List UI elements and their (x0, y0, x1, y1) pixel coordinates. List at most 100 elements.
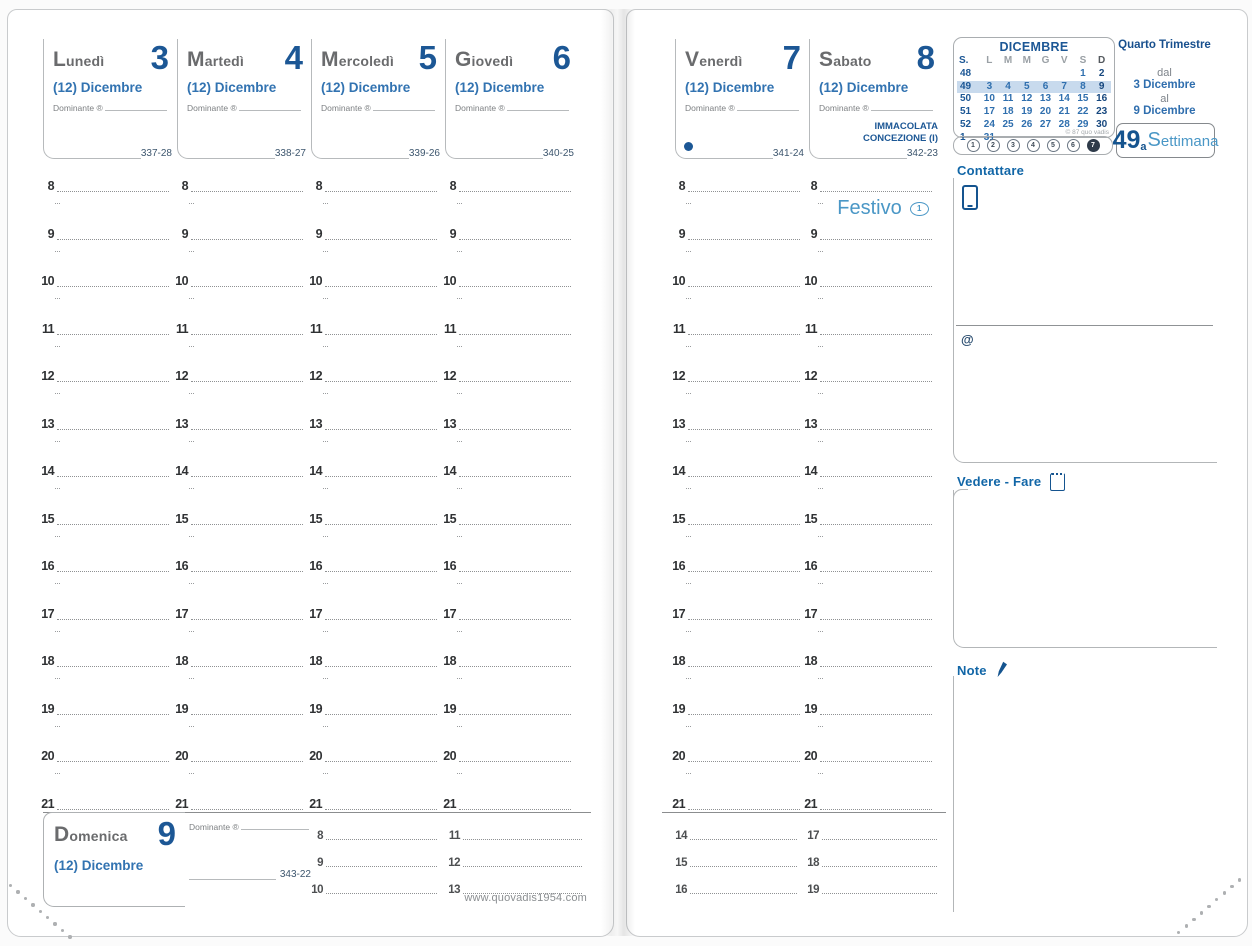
hour-slot: 17 (667, 606, 801, 654)
mini-calendar-grid: S. L M M G V S D 48 1 2 49 3 4 5 6 7 8 9 50 10 11 12 13 14 15 16 51… (957, 55, 1111, 145)
hour-row: 14 (36, 463, 170, 478)
todo-label-text: Vedere - Fare (957, 473, 1042, 489)
hour-row: 9 (36, 226, 170, 241)
mini-calendar-title: DICEMBRE (999, 40, 1069, 54)
perforation-dot (23, 896, 28, 901)
half-hour-tick (457, 535, 462, 537)
day-month: (12) Dicembre (819, 80, 909, 95)
hour-slot: 15 (438, 511, 572, 559)
hour-slot: 8 (799, 178, 933, 226)
dominante-label: Dominante ® (819, 103, 869, 113)
todo-section-label: Vedere - Fare (957, 472, 1066, 491)
week-number-box: 49 a Settimana (1113, 123, 1218, 158)
hour-row: 8 (170, 178, 304, 193)
hour-slot: 14 (799, 463, 933, 511)
hour-label: 20 (41, 749, 54, 763)
hour-slot: 14 (304, 463, 438, 511)
calendar-day-cell: 4 (998, 80, 1018, 94)
half-hour-tick (686, 250, 691, 252)
hour-writing-line (325, 179, 437, 192)
hour-writing-line (820, 749, 932, 762)
dominante-line (736, 100, 799, 111)
hour-writing-line (459, 369, 571, 382)
hour-slot: 18 (438, 653, 572, 701)
half-hour-tick (55, 487, 60, 489)
sunday-hour-row: 12 (440, 842, 584, 869)
hour-label: 9 (678, 226, 686, 241)
calendar-day-cell (999, 68, 1018, 81)
weekday-circle: 5 (1046, 139, 1060, 152)
hour-row: 12 (170, 368, 304, 383)
weekday-circle: 1 (966, 139, 980, 152)
perforation-dot (38, 909, 42, 913)
half-hour-tick (323, 535, 328, 537)
hour-slot: 15 (304, 511, 438, 559)
hour-writing-line (688, 654, 800, 667)
hour-writing-line (459, 607, 571, 620)
hour-label: 13 (443, 416, 456, 431)
hour-label: 12 (175, 369, 188, 383)
day-hour-column: 8 9 10 11 12 13 14 15 16 17 18 19 20 21 (170, 178, 304, 840)
dominante-line (240, 819, 309, 830)
hour-writing-line (459, 464, 571, 477)
copyright-text: © 87 quo vadis (1065, 129, 1109, 136)
half-hour-tick (189, 725, 194, 727)
hour-slot: 10 (667, 273, 801, 321)
hour-writing-line (459, 797, 571, 810)
hour-slot: 12 (304, 368, 438, 416)
pen-icon (996, 661, 1008, 681)
hour-row: 11 (170, 321, 304, 336)
hour-writing-line (820, 369, 932, 382)
hour-slot: 13 (667, 416, 801, 464)
hour-writing-line (459, 512, 571, 525)
sunday-hour-label: 17 (807, 830, 819, 842)
phone-icon (962, 185, 978, 210)
hour-label: 8 (449, 179, 457, 193)
half-hour-tick (189, 392, 194, 394)
right-page: Venerdì 7 (12) Dicembre Dominante ® 341-24 Sa… (626, 9, 1248, 937)
hour-slot: 20 (438, 748, 572, 796)
half-hour-tick (189, 487, 194, 489)
weekday-circle: 6 (1066, 139, 1080, 152)
hour-label: 19 (804, 701, 817, 716)
dominante-label: Dominante ® (187, 103, 237, 113)
perforation-dot (31, 903, 35, 907)
dominante-line (238, 100, 301, 111)
hour-writing-line (325, 369, 437, 382)
calendar-day-cell: 13 (1039, 93, 1052, 105)
half-hour-tick (323, 345, 328, 347)
hour-label: 12 (309, 369, 322, 383)
calendar-day-cell: 6 (1036, 80, 1055, 94)
hour-row: 8 (36, 178, 170, 193)
hour-label: 17 (804, 606, 817, 621)
hour-writing-line (325, 559, 437, 572)
calendar-day-cell: 14 (1058, 93, 1070, 105)
hour-row: 17 (667, 606, 801, 621)
hour-writing-line (688, 559, 800, 572)
hour-row: 14 (438, 463, 572, 478)
hour-writing-line (191, 417, 303, 430)
half-hour-tick (55, 250, 60, 252)
hour-writing-line (459, 702, 571, 715)
calendar-week-number: 49 (957, 80, 980, 94)
hour-label: 14 (175, 464, 188, 478)
hour-label: 15 (175, 511, 188, 526)
hour-row: 10 (667, 273, 801, 288)
hour-writing-line (191, 797, 303, 810)
hour-slot: 9 (799, 226, 933, 274)
calendar-day-cell: 25 (1002, 118, 1014, 130)
calendar-day-cell (980, 68, 999, 81)
hour-row: 21 (170, 796, 304, 811)
hour-row: 15 (438, 511, 572, 526)
half-hour-tick (818, 440, 823, 442)
calendar-day-cell: 12 (1021, 93, 1033, 105)
hour-label: 14 (672, 464, 685, 478)
hour-slot: 20 (667, 748, 801, 796)
day-name: Giovedì (455, 48, 514, 71)
half-hour-tick (818, 677, 823, 679)
hour-writing-line (325, 702, 437, 715)
hour-row: 13 (170, 416, 304, 431)
hour-writing-line (191, 559, 303, 572)
sunday-month: (12) Dicembre (54, 858, 144, 873)
